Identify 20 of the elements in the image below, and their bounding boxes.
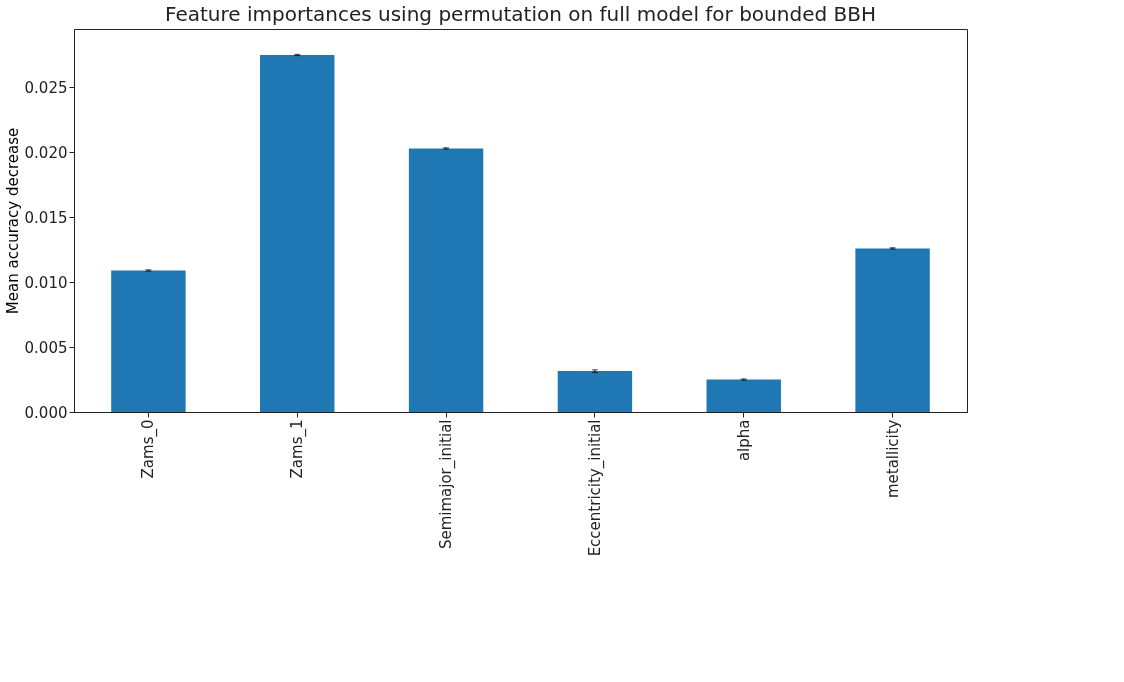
x-tick-label: alpha	[734, 419, 753, 462]
x-tick-label: Eccentricity_initial	[585, 419, 605, 557]
y-tick-label: 0.025	[24, 78, 68, 97]
bar	[557, 371, 633, 412]
x-tick-label: metallicity	[883, 419, 902, 499]
bar	[260, 54, 335, 412]
y-tick-label: 0.020	[24, 143, 68, 162]
chart-title: Feature importances using permutation on full model for bounded BBH	[165, 2, 876, 26]
bar	[408, 148, 484, 412]
bar	[855, 248, 930, 412]
x-tick-label: Semimajor_initial	[437, 419, 457, 550]
y-tick-label: 0.000	[24, 403, 68, 422]
y-tick-label: 0.010	[24, 273, 68, 292]
bar	[706, 379, 781, 412]
x-tick-label: Zams_1	[288, 419, 308, 479]
x-tick-label: Zams_0	[139, 419, 159, 479]
y-tick-label: 0.015	[24, 208, 68, 227]
y-tick-label: 0.005	[24, 338, 68, 357]
bar	[111, 270, 186, 412]
y-axis-title: Mean accuracy decrease	[3, 127, 22, 315]
